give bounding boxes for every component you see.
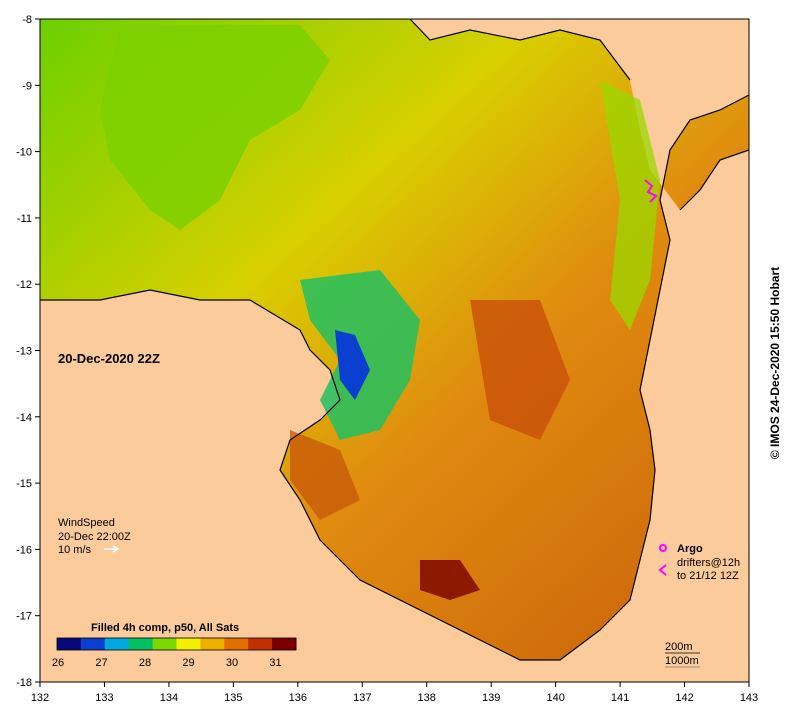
lat-tick-label: -14	[16, 412, 32, 424]
lat-tick-label: -10	[16, 147, 32, 159]
lat-tick-label: -8	[22, 14, 32, 26]
legend-tick-label: 26	[52, 657, 64, 669]
legend-title: Filled 4h comp, p50, All Sats	[91, 622, 239, 634]
drifters-until: to 21/12 12Z	[677, 570, 739, 582]
legend-tick-label: 31	[269, 657, 281, 669]
legend-swatch	[128, 638, 154, 650]
legend-tick-labels: 26 27 28 29 30 31	[52, 657, 282, 669]
timestamp-label: 20-Dec-2020 22Z	[58, 351, 160, 366]
wind-speed-key: WindSpeed 20-Dec 22:00Z 10 m/s	[58, 517, 131, 556]
hot-patch-south	[420, 560, 480, 600]
lat-tick-label: -17	[16, 611, 32, 623]
lon-tick-label: 133	[95, 692, 113, 704]
cold-patch	[335, 330, 370, 400]
wind-arrow-icon	[112, 545, 120, 553]
cool-patch-east	[600, 80, 660, 330]
lat-tick-label: -13	[16, 346, 32, 358]
sst-legend: Filled 4h comp, p50, All Sats 26 27 28 29 30…	[52, 622, 297, 669]
drifter-marker-icon	[658, 564, 667, 576]
lon-tick-label: 136	[289, 692, 307, 704]
legend-tick-label: 27	[95, 657, 107, 669]
lon-tick-label: 140	[546, 692, 564, 704]
wind-time: 20-Dec 22:00Z	[58, 531, 131, 543]
north-coastline	[409, 19, 631, 81]
lat-tick-label: -15	[16, 478, 32, 490]
lat-tick-label: -11	[17, 213, 32, 225]
legend-bar-frame	[56, 637, 297, 651]
wind-scale: 10 m/s	[58, 544, 92, 556]
lat-tick-label: -18	[16, 677, 32, 689]
legend-tick-label: 29	[182, 657, 194, 669]
legend-tick-label: 28	[139, 657, 151, 669]
lon-tick-label: 142	[675, 692, 693, 704]
lat-tick-label: -12	[16, 279, 32, 291]
lat-tick-label: -16	[16, 544, 32, 556]
drifters-label: drifters@12h	[677, 557, 740, 569]
legend-swatch	[272, 638, 297, 650]
lat-tick-label: -9	[22, 80, 32, 92]
east-coastline	[679, 149, 749, 211]
legend-swatch	[200, 638, 225, 650]
wind-title: WindSpeed	[58, 517, 115, 529]
longitude-axis: 132 133 134 135 136 137 138 139 140 141 142 143	[31, 682, 758, 704]
credit-text: © IMOS 24-Dec-2020 15:50 Hobart	[765, 18, 785, 708]
legend-swatch	[80, 638, 106, 650]
lon-tick-label: 135	[224, 692, 242, 704]
legend-swatch	[104, 638, 130, 650]
legend-swatch	[176, 638, 201, 650]
lon-tick-label: 143	[740, 692, 758, 704]
legend-swatch	[248, 638, 273, 650]
legend-swatch	[152, 638, 177, 650]
lon-tick-label: 138	[418, 692, 436, 704]
warm-patch-sw	[290, 430, 360, 520]
argo-key: Argo drifters@12h to 21/12 12Z	[658, 543, 740, 582]
legend-swatch	[57, 638, 82, 650]
contour-1000-label: 1000m	[665, 655, 699, 667]
lon-tick-label: 139	[482, 692, 500, 704]
contour-200-label: 200m	[665, 641, 693, 653]
cool-patch-nw	[100, 25, 330, 230]
warm-patch-centre	[470, 300, 570, 440]
legend-swatch	[224, 638, 249, 650]
credit-label: © IMOS 24-Dec-2020 15:50 Hobart	[768, 266, 782, 460]
map-plot-area	[40, 19, 749, 682]
coastline	[40, 94, 749, 661]
depth-key: 200m 1000m	[665, 641, 700, 668]
lon-tick-label: 132	[31, 692, 49, 704]
argo-marker-icon	[659, 544, 667, 552]
lon-tick-label: 134	[160, 692, 178, 704]
legend-tick-label: 30	[226, 657, 238, 669]
drifter-track	[644, 179, 658, 203]
latitude-axis: -8 -9 -10 -11 -12 -13 -14 -15 -16 -17 -18	[16, 14, 40, 689]
lon-tick-label: 137	[353, 692, 371, 704]
lon-tick-label: 141	[611, 692, 629, 704]
legend-colorbar	[57, 638, 297, 650]
argo-label: Argo	[677, 543, 703, 555]
